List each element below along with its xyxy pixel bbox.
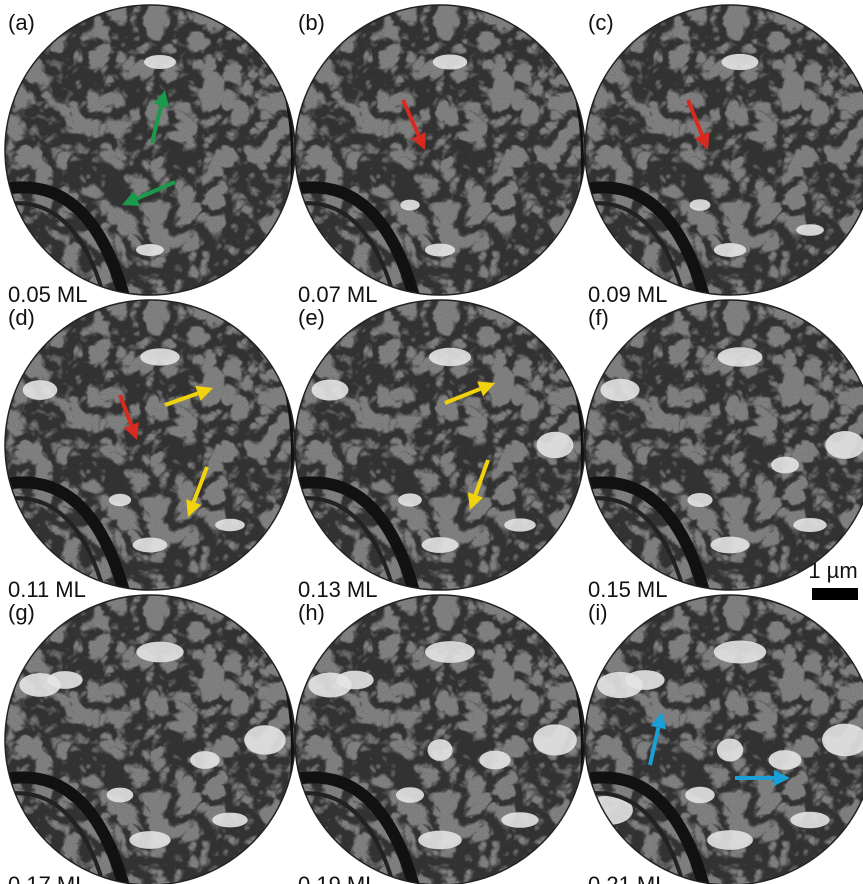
- island: [600, 379, 639, 401]
- micrograph: [0, 0, 300, 300]
- panel-letter: (b): [298, 10, 325, 35]
- coverage-label: 0.11 ML: [8, 577, 86, 602]
- island: [825, 431, 863, 459]
- island: [625, 670, 664, 690]
- coverage-label: 0.05 ML: [8, 282, 88, 307]
- island: [790, 812, 829, 828]
- island: [144, 55, 176, 69]
- island: [428, 739, 453, 761]
- panel: [580, 0, 863, 300]
- micrograph: [580, 0, 863, 300]
- island: [710, 537, 749, 554]
- coverage-label: 0.13 ML: [298, 577, 378, 602]
- island: [796, 224, 824, 236]
- micrograph: [0, 295, 300, 595]
- island: [140, 348, 180, 365]
- island: [504, 518, 536, 531]
- island: [212, 813, 248, 828]
- coverage-label: 0.21 ML: [588, 872, 668, 884]
- island: [769, 750, 802, 770]
- island: [109, 494, 131, 506]
- island: [418, 831, 462, 850]
- micrograph: [290, 0, 590, 300]
- island: [215, 519, 245, 531]
- panel: [0, 295, 300, 595]
- panel-letter: (e): [298, 305, 325, 330]
- scale-bar: [812, 588, 858, 600]
- panel-letter: (a): [8, 10, 35, 35]
- island: [687, 493, 712, 507]
- island: [425, 244, 455, 257]
- island: [707, 830, 753, 850]
- panel-letter: (i): [588, 600, 608, 625]
- micrograph: [580, 295, 863, 595]
- island: [479, 751, 510, 770]
- island: [47, 671, 83, 689]
- island: [721, 54, 758, 70]
- island: [685, 787, 715, 803]
- panel: [290, 295, 590, 595]
- coverage-label: 0.15 ML: [588, 577, 668, 602]
- island: [793, 518, 827, 532]
- panel-letter: (f): [588, 305, 609, 330]
- island: [422, 537, 459, 553]
- island: [400, 200, 419, 211]
- micrograph: [580, 590, 863, 884]
- island: [244, 725, 285, 755]
- island: [714, 243, 746, 257]
- island: [717, 739, 743, 762]
- coverage-label: 0.09 ML: [588, 282, 668, 307]
- coverage-label: 0.17 ML: [8, 872, 88, 884]
- island: [690, 199, 711, 211]
- island: [501, 812, 538, 828]
- island: [398, 493, 422, 506]
- island: [190, 751, 220, 769]
- panel: [290, 0, 590, 300]
- island: [23, 380, 58, 400]
- island: [533, 724, 577, 755]
- panel: [580, 295, 863, 595]
- coverage-label: 0.07 ML: [298, 282, 378, 307]
- island: [433, 54, 468, 69]
- panel: [580, 590, 863, 884]
- panel-letter: (d): [8, 305, 35, 330]
- island: [312, 379, 349, 400]
- island: [136, 244, 164, 256]
- micrograph: [290, 295, 590, 595]
- island: [537, 432, 574, 458]
- island: [136, 642, 183, 663]
- panel-letter: (g): [8, 600, 35, 625]
- island: [396, 787, 424, 803]
- island: [107, 788, 134, 803]
- panel: [0, 590, 300, 884]
- panel: [290, 590, 590, 884]
- panel: [0, 0, 300, 300]
- panel-letter: (c): [588, 10, 614, 35]
- coverage-label: 0.19 ML: [298, 872, 378, 884]
- island: [425, 641, 475, 663]
- island: [771, 457, 799, 474]
- panel-letter: (h): [298, 600, 325, 625]
- island: [718, 347, 763, 367]
- island: [133, 538, 168, 553]
- island: [129, 831, 170, 849]
- island: [336, 671, 373, 690]
- figure: 1 µm (a)0.05 ML(b)0.07 ML(c)0.09 ML(d)0.…: [0, 0, 863, 884]
- island: [714, 641, 766, 664]
- island: [429, 348, 471, 366]
